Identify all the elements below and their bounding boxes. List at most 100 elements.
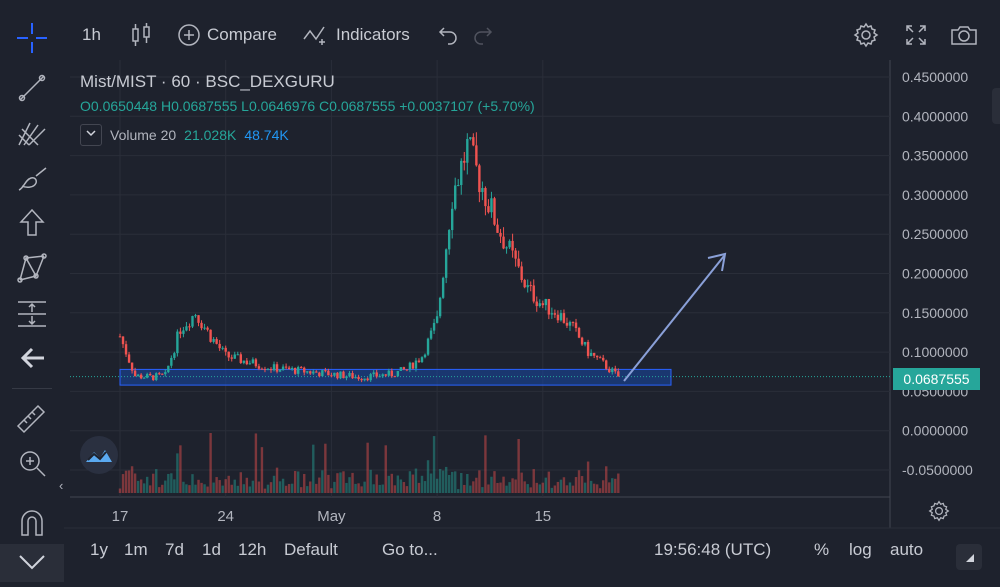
volume-bar <box>432 436 436 493</box>
fullscreen-button[interactable] <box>904 18 928 52</box>
scroll-left-button[interactable]: ‹ <box>59 478 64 493</box>
volume-bar <box>339 472 342 493</box>
volume-bar <box>369 469 372 493</box>
trendline-icon[interactable] <box>14 70 50 106</box>
candle-body <box>197 315 200 323</box>
screenshot-button[interactable] <box>950 18 978 52</box>
candle-body <box>402 367 406 370</box>
brush-icon[interactable] <box>14 160 50 196</box>
legend-separator: · <box>194 72 201 91</box>
resize-handle[interactable] <box>956 544 982 570</box>
default-range-button[interactable]: Default <box>284 540 338 559</box>
log-toggle[interactable]: log <box>849 540 872 559</box>
volume-bar <box>484 435 487 493</box>
candle-body <box>466 138 469 163</box>
candle-body <box>438 297 442 317</box>
interval-button[interactable]: 1h <box>82 18 101 52</box>
volume-bar <box>580 476 584 493</box>
volume-bar <box>541 482 544 493</box>
candle-body <box>209 329 212 342</box>
volume-bar <box>300 487 303 493</box>
redo-button[interactable] <box>472 18 494 52</box>
candle-body <box>348 373 351 377</box>
volume-bar <box>149 485 152 493</box>
candle-body <box>502 236 505 249</box>
candle-body <box>432 322 436 331</box>
volume-bar <box>375 474 378 493</box>
percent-toggle[interactable]: % <box>814 540 830 559</box>
auto-toggle[interactable]: auto <box>890 540 924 559</box>
candle-body <box>408 362 412 370</box>
range-12h[interactable]: 12h <box>238 540 267 559</box>
back-arrow-icon[interactable] <box>14 340 50 376</box>
volume-bar <box>290 483 294 493</box>
goto-button[interactable]: Go to... <box>382 540 438 559</box>
logo-icon[interactable] <box>80 436 118 474</box>
candle-body <box>155 373 158 381</box>
candle-body <box>399 367 403 371</box>
candle-body <box>469 137 472 139</box>
magnet-icon[interactable] <box>14 505 50 541</box>
volume-bar <box>239 472 242 493</box>
candle-body <box>227 351 230 358</box>
volume-bar <box>142 483 146 493</box>
measure-icon[interactable] <box>14 296 50 332</box>
zoom-icon[interactable] <box>14 445 50 481</box>
indicators-button[interactable]: Indicators <box>302 18 410 52</box>
candle-body <box>390 370 393 377</box>
y-tick-label: 0.4000000 <box>902 108 968 124</box>
axis-settings-button[interactable] <box>928 500 950 527</box>
range-1d[interactable]: 1d <box>202 540 221 559</box>
candle-body <box>598 357 602 359</box>
volume-bar <box>426 460 430 493</box>
side-panel-toggle[interactable] <box>992 88 1000 124</box>
undo-button[interactable] <box>437 18 459 52</box>
candle-body <box>490 198 493 213</box>
volume-toggle-button[interactable] <box>80 124 102 146</box>
range-1y[interactable]: 1y <box>90 540 108 559</box>
pattern-icon[interactable] <box>14 250 50 286</box>
gear-icon <box>928 500 950 522</box>
volume-bar <box>227 475 230 493</box>
volume-bar <box>203 484 206 493</box>
ruler-icon[interactable] <box>14 400 50 436</box>
indicators-label: Indicators <box>336 25 410 44</box>
candle-body <box>611 368 614 373</box>
candle-body <box>182 330 185 334</box>
candle-body <box>451 208 454 231</box>
candle-body <box>215 339 218 344</box>
candle-body <box>327 370 330 376</box>
volume-bar <box>429 473 433 493</box>
pitchfork-icon[interactable] <box>14 115 50 151</box>
low-value: 0.0646976 <box>248 98 316 114</box>
volume-bar <box>139 479 143 493</box>
volume-bar <box>559 479 563 493</box>
volume-bar <box>466 473 469 493</box>
volume-bar <box>565 485 569 493</box>
candle-body <box>447 230 451 250</box>
volume-bar <box>592 483 596 493</box>
volume-bar <box>475 477 478 493</box>
volume-bar <box>194 484 197 493</box>
volume-bar <box>556 481 560 493</box>
volume-bar <box>191 474 194 493</box>
candle-body <box>149 374 152 376</box>
range-1m[interactable]: 1m <box>124 540 148 559</box>
crosshair-icon[interactable] <box>14 20 50 56</box>
volume-bar <box>321 470 324 493</box>
range-7d[interactable]: 7d <box>165 540 184 559</box>
volume-bar <box>278 481 282 493</box>
chevron-down-icon <box>86 130 96 137</box>
candle-body <box>191 316 194 327</box>
volume-bar <box>444 466 448 493</box>
settings-button[interactable] <box>853 18 879 52</box>
collapse-toolbar-button[interactable] <box>0 544 64 582</box>
volume-bar <box>441 470 445 493</box>
candle-body <box>354 376 357 379</box>
chart-type-button[interactable] <box>130 18 152 52</box>
arrow-up-icon[interactable] <box>14 205 50 241</box>
volume-bar <box>526 484 529 493</box>
compare-button[interactable]: Compare <box>177 18 277 52</box>
volume-bar <box>212 482 215 493</box>
